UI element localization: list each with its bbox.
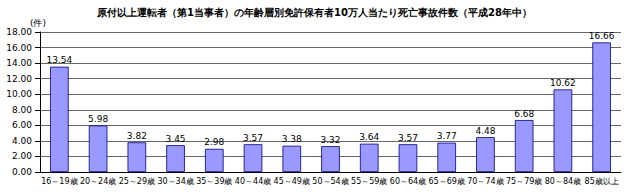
svg-text:18.00: 18.00 (6, 27, 32, 37)
svg-text:3.77: 3.77 (437, 131, 457, 141)
svg-text:75～79歳: 75～79歳 (506, 177, 542, 186)
svg-text:8.00: 8.00 (12, 105, 32, 115)
svg-text:10.00: 10.00 (6, 89, 32, 99)
svg-text:0.00: 0.00 (12, 167, 32, 177)
svg-text:35～39歳: 35～39歳 (196, 177, 232, 186)
svg-text:6.68: 6.68 (514, 109, 534, 119)
svg-text:85歳以上: 85歳以上 (585, 177, 619, 186)
svg-text:3.32: 3.32 (320, 135, 340, 145)
svg-text:16.00: 16.00 (6, 43, 32, 53)
svg-text:50～54歳: 50～54歳 (312, 177, 348, 186)
svg-text:3.45: 3.45 (166, 134, 186, 144)
svg-text:12.00: 12.00 (6, 74, 32, 84)
svg-text:45～49歳: 45～49歳 (274, 177, 310, 186)
svg-text:14.00: 14.00 (6, 58, 32, 68)
svg-text:2.00: 2.00 (12, 151, 32, 161)
svg-text:20～24歳: 20～24歳 (80, 177, 116, 186)
svg-text:6.00: 6.00 (12, 120, 32, 130)
svg-text:3.64: 3.64 (359, 132, 379, 142)
svg-text:4.48: 4.48 (475, 126, 495, 136)
svg-text:25～29歳: 25～29歳 (119, 177, 155, 186)
svg-text:13.54: 13.54 (46, 55, 72, 65)
svg-text:4.00: 4.00 (12, 136, 32, 146)
svg-text:3.57: 3.57 (398, 133, 418, 143)
svg-text:5.98: 5.98 (88, 114, 108, 124)
svg-text:10.62: 10.62 (550, 78, 576, 88)
svg-text:(件): (件) (30, 18, 46, 28)
svg-text:16～19歳: 16～19歳 (41, 177, 77, 186)
svg-text:60～64歳: 60～64歳 (390, 177, 426, 186)
svg-text:3.38: 3.38 (282, 134, 302, 144)
svg-text:65～69歳: 65～69歳 (429, 177, 465, 186)
svg-text:3.82: 3.82 (127, 131, 147, 141)
svg-text:70～74歳: 70～74歳 (467, 177, 503, 186)
svg-text:30～34歳: 30～34歳 (157, 177, 193, 186)
svg-text:80～84歳: 80～84歳 (545, 177, 581, 186)
svg-text:55～59歳: 55～59歳 (351, 177, 387, 186)
svg-text:3.57: 3.57 (243, 133, 263, 143)
svg-text:40～44歳: 40～44歳 (235, 177, 271, 186)
svg-text:16.66: 16.66 (589, 31, 615, 41)
svg-text:2.98: 2.98 (204, 137, 224, 147)
svg-text:原付以上運転者（第1当事者）の年齢層別免許保有者10万人当た: 原付以上運転者（第1当事者）の年齢層別免許保有者10万人当たり死亡事故件数（平成… (96, 7, 532, 18)
